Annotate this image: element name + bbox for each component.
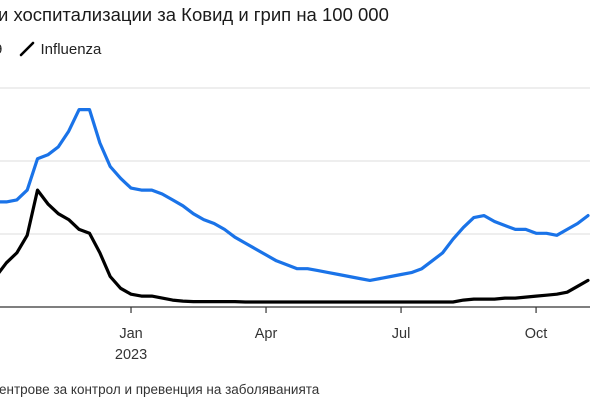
- chart-title: и хоспитализации за Ковид и грип на 100 …: [0, 4, 389, 25]
- source-note: ентрове за контрол и превенция на заболя…: [0, 382, 320, 397]
- x-tick-label: Oct: [525, 326, 548, 342]
- legend-item-influenza: Influenza: [40, 40, 102, 58]
- x-tick-label: Apr: [255, 326, 278, 342]
- legend: 9 Influenza: [0, 40, 101, 60]
- series-line-covid: [0, 108, 590, 282]
- x-tick-sublabel: 2023: [115, 347, 147, 363]
- legend-swatch-influenza: [19, 41, 35, 57]
- x-axis: Jan 2023 Apr Jul Oct: [115, 307, 547, 363]
- series-line-influenza: [0, 188, 590, 304]
- x-tick-label: Jul: [392, 326, 411, 342]
- legend-item-covid: 9: [0, 41, 2, 58]
- x-tick-label: Jan: [119, 326, 142, 342]
- series-layer: [0, 108, 590, 304]
- grid-lines: [0, 87, 590, 308]
